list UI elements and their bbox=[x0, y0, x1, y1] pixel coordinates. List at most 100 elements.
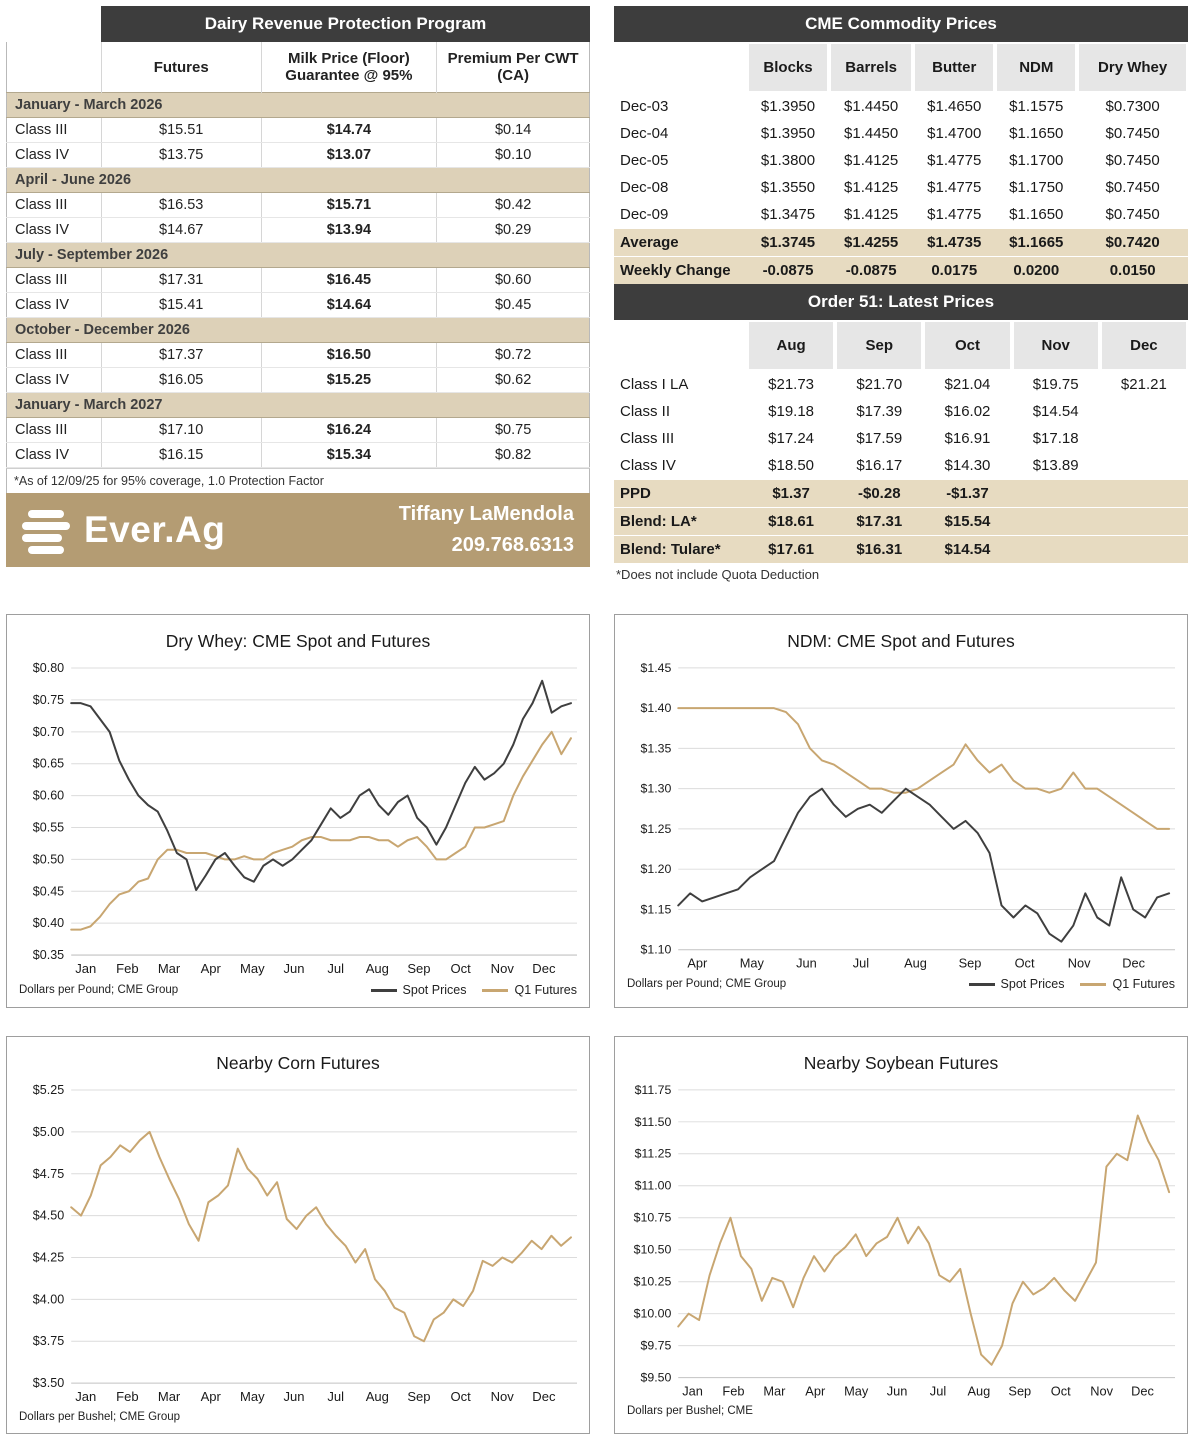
milk-price-value: $14.74 bbox=[260, 117, 437, 143]
row-label: Weekly Change bbox=[614, 256, 747, 284]
premium-value: $0.82 bbox=[436, 442, 590, 468]
chart-title: NDM: CME Spot and Futures bbox=[787, 631, 1015, 651]
milk-price-value: $13.94 bbox=[260, 217, 437, 243]
price-cell bbox=[1011, 535, 1100, 563]
chart-legend: Spot Prices Q1 Futures bbox=[370, 983, 577, 998]
price-cell bbox=[1011, 479, 1100, 507]
legend-item-spot: Spot Prices bbox=[370, 983, 467, 998]
y-tick-label: $0.65 bbox=[33, 757, 64, 771]
x-tick-label: Aug bbox=[366, 1389, 389, 1404]
drp-header-premium: Premium Per CWT (CA) bbox=[436, 42, 590, 93]
x-tick-label: May bbox=[740, 955, 765, 970]
y-tick-label: $11.25 bbox=[635, 1147, 672, 1161]
table-row: Class IV $13.75 $13.07 $0.10 bbox=[6, 142, 590, 168]
class-label: Class IV bbox=[6, 217, 102, 243]
cme-col-header: Barrels bbox=[829, 42, 914, 93]
y-tick-label: $1.40 bbox=[641, 701, 672, 715]
x-tick-label: Sep bbox=[407, 1389, 430, 1404]
y-tick-label: $10.50 bbox=[634, 1243, 672, 1257]
price-cell: $1.4125 bbox=[844, 179, 899, 196]
price-cell: $14.54 bbox=[1032, 403, 1079, 420]
price-cell: $14.30 bbox=[944, 457, 991, 474]
price-cell: $1.1650 bbox=[1009, 206, 1064, 223]
row-label: Blend: LA* bbox=[614, 507, 747, 535]
row-label: Dec-05 bbox=[620, 152, 669, 169]
drp-section-row: April - June 2026 bbox=[6, 167, 590, 193]
y-tick-label: $1.45 bbox=[641, 661, 672, 675]
drp-table-body: January - March 2026 Class III $15.51 $14.7… bbox=[6, 92, 590, 468]
premium-value: $0.62 bbox=[436, 367, 590, 393]
x-tick-label: Feb bbox=[116, 961, 138, 976]
drp-panel: Dairy Revenue Protection Program Futures… bbox=[6, 6, 590, 586]
price-cell: $0.7450 bbox=[1105, 125, 1160, 142]
y-tick-label: $0.60 bbox=[33, 789, 64, 803]
price-cell: $1.4125 bbox=[844, 206, 899, 223]
x-tick-label: Oct bbox=[450, 1389, 471, 1404]
x-tick-label: May bbox=[844, 1384, 869, 1399]
order51-col-header: Dec bbox=[1099, 320, 1188, 371]
legend-label: Q1 Futures bbox=[514, 983, 577, 998]
drp-table: Futures Milk Price (Floor) Guarantee @ 9… bbox=[6, 42, 590, 468]
order51-table: Aug Sep Oct Nov Dec Class I LA $21.73 $21.70 $21… bbox=[614, 320, 1188, 563]
price-cell: $1.1575 bbox=[1009, 98, 1064, 115]
series-line-spot-prices bbox=[70, 679, 572, 892]
price-cell: $0.7420 bbox=[1077, 228, 1188, 256]
order51-title-bar: Order 51: Latest Prices bbox=[614, 284, 1188, 320]
price-cell bbox=[1100, 398, 1188, 425]
legend-label: Spot Prices bbox=[402, 983, 467, 998]
everag-logo-icon bbox=[22, 510, 70, 554]
x-tick-label: Jun bbox=[284, 961, 305, 976]
class-label: Class IV bbox=[6, 142, 102, 168]
price-cell: $1.4450 bbox=[844, 98, 899, 115]
futures-value: $17.10 bbox=[100, 417, 262, 443]
row-label: PPD bbox=[614, 479, 747, 507]
order51-header-row: Aug Sep Oct Nov Dec bbox=[614, 320, 1188, 371]
table-row: Class III $15.51 $14.74 $0.14 bbox=[6, 117, 590, 143]
x-tick-label: Jun bbox=[284, 1389, 305, 1404]
table-row: Blend: LA* $18.61 $17.31 $15.54 bbox=[614, 507, 1188, 535]
price-cell: -0.0875 bbox=[829, 256, 914, 284]
price-cell: $16.02 bbox=[944, 403, 991, 420]
class-label: Class IV bbox=[6, 442, 102, 468]
price-cell: $1.1650 bbox=[1009, 125, 1064, 142]
class-label: Class III bbox=[6, 267, 102, 293]
y-tick-label: $0.40 bbox=[33, 916, 64, 930]
price-cell: $18.61 bbox=[747, 507, 836, 535]
chart-footer-row: Dollars per Pound; CME Group Spot Prices… bbox=[17, 981, 579, 1001]
x-tick-label: Apr bbox=[805, 1384, 826, 1399]
cme-col-header: NDM bbox=[995, 42, 1078, 93]
drp-section-row: January - March 2026 bbox=[6, 92, 590, 118]
row-label: Class IV bbox=[620, 457, 676, 474]
cme-table: Blocks Barrels Butter NDM Dry Whey Dec-03 $1.3… bbox=[614, 42, 1188, 284]
price-cell: $1.4450 bbox=[844, 125, 899, 142]
price-cell: $0.7450 bbox=[1105, 152, 1160, 169]
x-tick-label: Aug bbox=[904, 955, 927, 970]
price-cell: $1.1700 bbox=[1009, 152, 1064, 169]
price-cell: $1.3950 bbox=[760, 98, 816, 115]
price-cell: $1.1665 bbox=[995, 228, 1078, 256]
row-label: Dec-08 bbox=[620, 179, 669, 196]
drp-header-row: Futures Milk Price (Floor) Guarantee @ 9… bbox=[7, 42, 590, 93]
x-tick-label: Sep bbox=[1008, 1384, 1031, 1399]
legend-item-futures: Q1 Futures bbox=[1080, 977, 1175, 991]
price-cell: $1.4255 bbox=[829, 228, 914, 256]
table-row: Class III $17.31 $16.45 $0.60 bbox=[6, 267, 590, 293]
x-tick-label: Oct bbox=[450, 961, 471, 976]
y-tick-label: $3.50 bbox=[33, 1376, 64, 1390]
price-cell bbox=[1011, 507, 1100, 535]
y-tick-label: $1.15 bbox=[641, 902, 672, 916]
x-tick-label: Dec bbox=[532, 1389, 556, 1404]
premium-value: $0.72 bbox=[436, 342, 590, 368]
chart-title: Dry Whey: CME Spot and Futures bbox=[165, 631, 431, 651]
x-tick-label: Aug bbox=[366, 961, 389, 976]
brand-bar: Ever.Ag Tiffany LaMendola 209.768.6313 bbox=[6, 493, 590, 567]
futures-value: $16.05 bbox=[100, 367, 262, 393]
ndm-chart-canvas: $1.10 $1.15 $1.20 $1.25 $1.30 $1.35 $1.40 $1.45… bbox=[641, 661, 1176, 970]
soybean-chart-canvas: $9.50 $9.75 $10.00 $10.25 $10.50 $10.75 $11.00… bbox=[634, 1083, 1176, 1399]
x-tick-label: Nov bbox=[491, 1389, 515, 1404]
price-cell: $17.61 bbox=[747, 535, 836, 563]
drp-section-row: January - March 2027 bbox=[6, 392, 590, 418]
chart-legend: Spot Prices Q1 Futures bbox=[968, 977, 1175, 991]
milk-price-value: $15.34 bbox=[260, 442, 437, 468]
